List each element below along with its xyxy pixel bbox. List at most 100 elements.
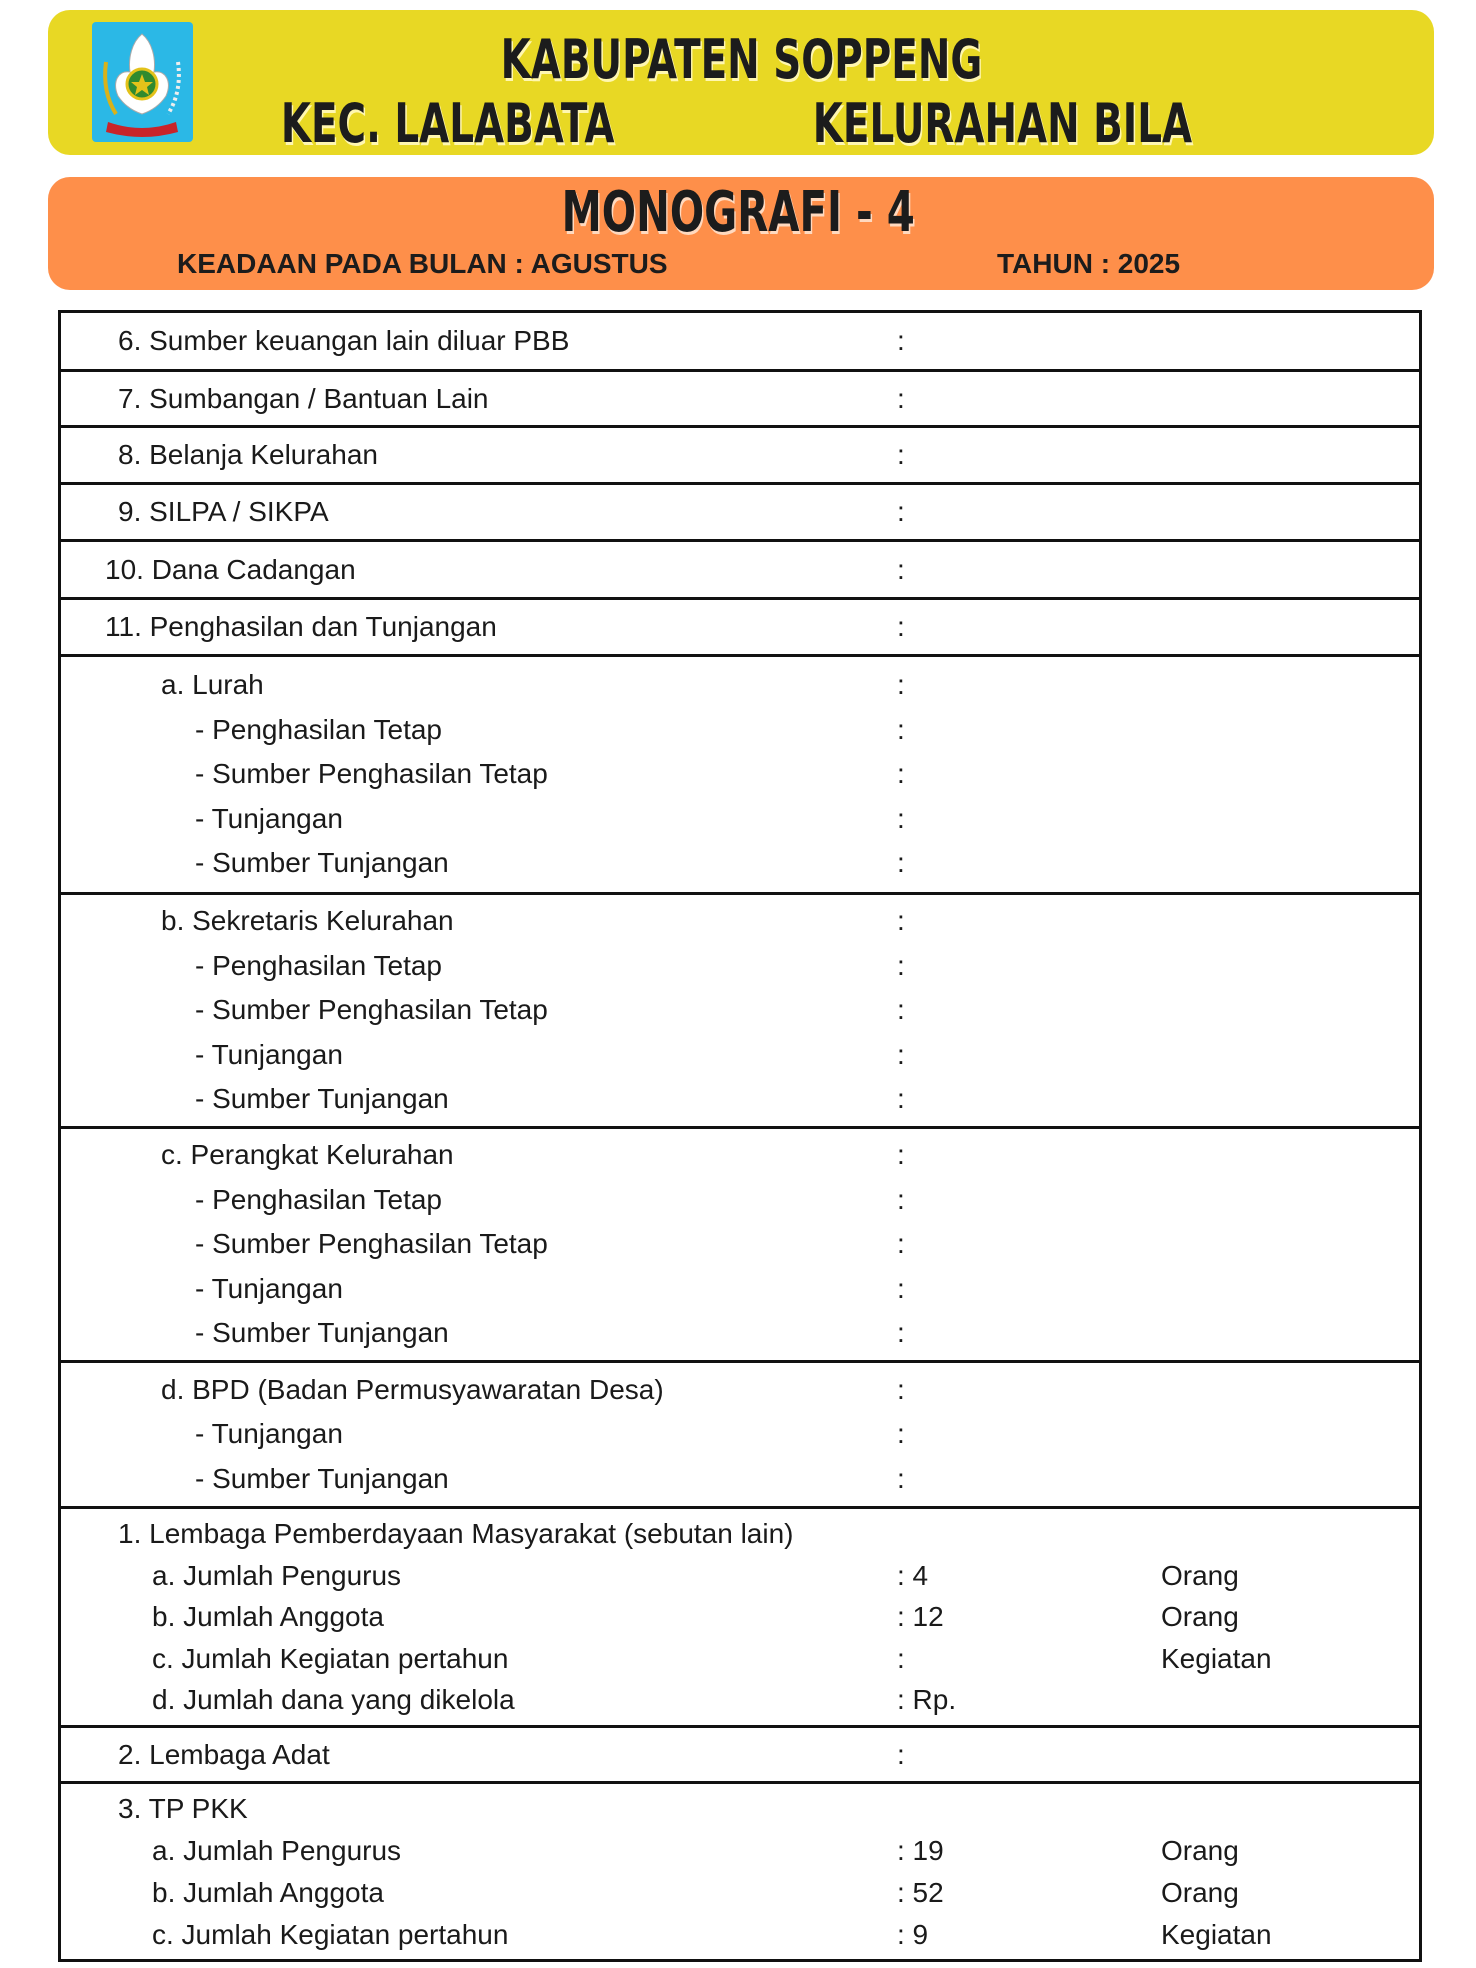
row-value: : 52: [897, 1876, 944, 1908]
row-label: 7. Sumbangan / Bantuan Lain: [118, 382, 489, 414]
row-label: - Penghasilan Tetap: [195, 1183, 442, 1215]
row-line: 9. SILPA / SIKPA:: [61, 490, 1419, 534]
row-label: - Sumber Tunjangan: [195, 847, 449, 879]
row-line: - Tunjangan:: [61, 1412, 1419, 1457]
row-value: : 9: [897, 1918, 929, 1950]
row-unit: Kegiatan: [1161, 1918, 1272, 1950]
row-line: d. BPD (Badan Permusyawaratan Desa):: [61, 1368, 1419, 1413]
row-value: :: [897, 669, 905, 701]
row-label: a. Jumlah Pengurus: [152, 1834, 402, 1866]
row-label: - Sumber Tunjangan: [195, 1462, 449, 1494]
row-value: :: [897, 1228, 905, 1260]
row-label: d. Jumlah dana yang dikelola: [152, 1684, 515, 1716]
row-value: :: [897, 1317, 905, 1349]
row-label: - Sumber Penghasilan Tetap: [195, 1228, 548, 1260]
row-value: :: [897, 1462, 905, 1494]
row-value: :: [897, 802, 905, 834]
row-line: - Penghasilan Tetap:: [61, 1178, 1419, 1223]
table-row: 7. Sumbangan / Bantuan Lain:: [61, 372, 1419, 428]
monografi-title: MONOGRAFI - 4: [561, 180, 915, 245]
row-line: b. Sekretaris Kelurahan:: [61, 899, 1419, 944]
row-unit: Orang: [1161, 1601, 1239, 1633]
row-value: :: [897, 1038, 905, 1070]
row-line: - Sumber Tunjangan:: [61, 841, 1419, 886]
row-label: - Tunjangan: [195, 1272, 343, 1304]
row-unit: Kegiatan: [1161, 1642, 1272, 1674]
row-label: b. Sekretaris Kelurahan: [161, 905, 454, 937]
row-label: b. Jumlah Anggota: [152, 1601, 384, 1633]
row-line: - Sumber Tunjangan:: [61, 1311, 1419, 1356]
row-label: - Tunjangan: [195, 1038, 343, 1070]
row-label: c. Jumlah Kegiatan pertahun: [152, 1642, 509, 1674]
row-value: :: [897, 758, 905, 790]
row-line: - Penghasilan Tetap:: [61, 944, 1419, 989]
row-line: a. Jumlah Pengurus: 4 Orang: [61, 1555, 1419, 1597]
table-row: c. Perangkat Kelurahan: - Penghasilan Tet…: [61, 1129, 1419, 1363]
row-line: 3. TP PKK: [61, 1788, 1419, 1830]
row-value: :: [897, 1083, 905, 1115]
row-line: c. Jumlah Kegiatan pertahun : 9 Kegiatan: [61, 1914, 1419, 1956]
row-line: - Tunjangan:: [61, 1033, 1419, 1078]
row-value: :: [897, 382, 905, 414]
row-label: - Tunjangan: [195, 802, 343, 834]
row-line: 2. Lembaga Adat:: [61, 1733, 1419, 1777]
row-label: - Penghasilan Tetap: [195, 713, 442, 745]
row-unit: Orang: [1161, 1834, 1239, 1866]
row-label: 2. Lembaga Adat: [118, 1738, 330, 1770]
row-label: d. BPD (Badan Permusyawaratan Desa): [161, 1373, 664, 1405]
row-value: :: [897, 439, 905, 470]
table-row: 6. Sumber keuangan lain diluar PBB:: [61, 313, 1419, 372]
row-label: 11. Penghasilan dan Tunjangan: [105, 611, 497, 642]
table-row: 3. TP PKK a. Jumlah Pengurus : 19 Orang b. J…: [61, 1784, 1419, 1962]
row-label: 1. Lembaga Pemberdayaan Masyarakat (sebu…: [118, 1518, 794, 1550]
row-line: a. Lurah:: [61, 663, 1419, 708]
row-line: 6. Sumber keuangan lain diluar PBB:: [61, 319, 1419, 363]
row-line: 1. Lembaga Pemberdayaan Masyarakat (sebu…: [61, 1513, 1419, 1555]
row-value: :: [897, 1272, 905, 1304]
table-row: 11. Penghasilan dan Tunjangan:: [61, 600, 1419, 657]
row-value: :: [897, 325, 905, 356]
row-line: - Sumber Tunjangan:: [61, 1077, 1419, 1122]
row-line: b. Jumlah Anggota : 12 Orang: [61, 1596, 1419, 1638]
row-value: : 12: [897, 1601, 944, 1633]
row-label: c. Jumlah Kegiatan pertahun: [152, 1918, 509, 1950]
row-line: c. Jumlah Kegiatan pertahun: Kegiatan: [61, 1638, 1419, 1680]
row-line: d. Jumlah dana yang dikelola : Rp.: [61, 1679, 1419, 1721]
row-value: :: [897, 1139, 905, 1171]
row-label: - Sumber Penghasilan Tetap: [195, 994, 548, 1026]
row-label: 8. Belanja Kelurahan: [118, 439, 378, 470]
row-label: - Sumber Penghasilan Tetap: [195, 758, 548, 790]
row-value: :: [897, 611, 905, 642]
row-label: 3. TP PKK: [118, 1792, 248, 1824]
monografi-table: 6. Sumber keuangan lain diluar PBB: 7. Su…: [58, 310, 1422, 1962]
row-label: a. Lurah: [161, 669, 264, 701]
table-row: d. BPD (Badan Permusyawaratan Desa): - Tu…: [61, 1363, 1419, 1509]
row-value: : 19: [897, 1834, 944, 1866]
row-value: :: [897, 713, 905, 745]
row-label: 9. SILPA / SIKPA: [118, 496, 329, 527]
row-line: 7. Sumbangan / Bantuan Lain:: [61, 377, 1419, 421]
row-value: :: [897, 1738, 905, 1770]
row-value: : Rp.: [897, 1684, 957, 1716]
row-line: b. Jumlah Anggota: 52 Orang: [61, 1872, 1419, 1914]
soppeng-logo: [92, 22, 193, 142]
row-value: :: [897, 1183, 905, 1215]
subheader-banner: [48, 177, 1434, 290]
row-value: :: [897, 949, 905, 981]
row-line: - Tunjangan:: [61, 797, 1419, 842]
row-unit: Orang: [1161, 1559, 1239, 1591]
row-value: :: [897, 553, 905, 585]
row-label: b. Jumlah Anggota: [152, 1876, 384, 1908]
row-label: - Tunjangan: [195, 1418, 343, 1450]
row-value: :: [897, 1642, 905, 1674]
row-value: :: [897, 1373, 905, 1405]
row-label: a. Jumlah Pengurus: [152, 1559, 402, 1591]
table-row: 2. Lembaga Adat:: [61, 1728, 1419, 1784]
row-label: 10. Dana Cadangan: [105, 553, 356, 585]
header-banner: KABUPATEN SOPPENG KEC. LALABATA KELURAHAN…: [48, 10, 1434, 155]
row-line: - Sumber Tunjangan:: [61, 1457, 1419, 1502]
table-row: 10. Dana Cadangan:: [61, 542, 1419, 600]
table-row: b. Sekretaris Kelurahan: - Penghasilan Te…: [61, 895, 1419, 1129]
row-line: a. Jumlah Pengurus : 19 Orang: [61, 1830, 1419, 1872]
row-value: :: [897, 1418, 905, 1450]
